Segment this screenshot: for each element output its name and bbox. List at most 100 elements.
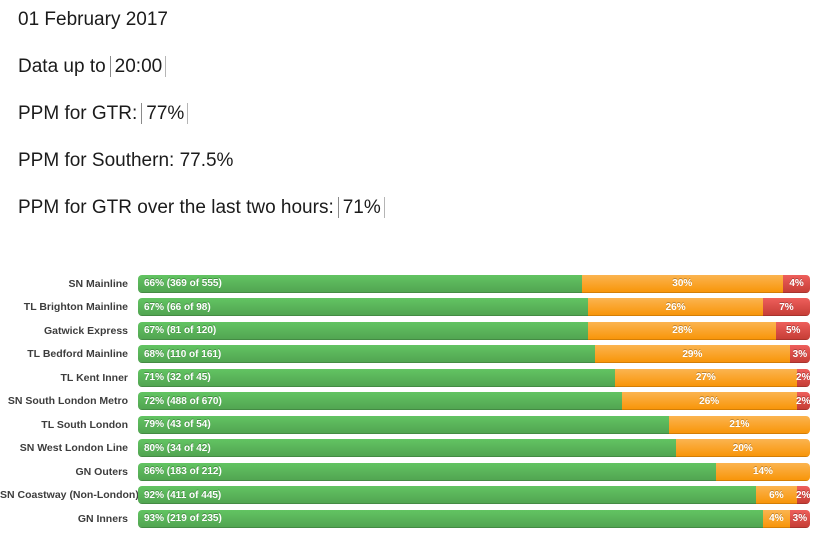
bar-segment-value: 26% [665, 301, 686, 313]
bar-segment-green: 80% (34 of 42) [138, 439, 676, 458]
chart-row: GN Outers 86% (183 of 212) 14% [0, 460, 810, 484]
bar-segment-red: 3% [789, 345, 810, 364]
bar-segment-orange: 26% [588, 298, 763, 317]
bar-segment-value: 66% (369 of 555) [144, 278, 222, 290]
category-label: SN Coastway (Non-London) [0, 489, 139, 502]
bar-segment-value: 14% [752, 466, 773, 478]
bar-segment-value: 6% [769, 489, 784, 501]
bar-segment-value: 86% (183 of 212) [144, 466, 222, 478]
stacked-bar: 66% (369 of 555) 30% 4% [138, 274, 810, 293]
ppm-gtr-field[interactable]: 77% [141, 103, 189, 124]
bar-segment-value: 28% [672, 325, 693, 337]
bar-segment-value: 7% [779, 301, 794, 313]
bar-segment-value: 67% (81 of 120) [144, 325, 217, 337]
bar-segment-orange: 6% [756, 486, 797, 505]
bar-segment-green: 79% (43 of 54) [138, 415, 669, 434]
stacked-bar: 79% (43 of 54) 21% [138, 415, 810, 434]
report-header: 01 February 2017 Data up to 20:00 PPM for… [18, 10, 820, 245]
bar-segment-red: 3% [789, 509, 810, 528]
chart-row: Gatwick Express 67% (81 of 120) 28% 5% [0, 319, 810, 343]
chart-row: SN South London Metro 72% (488 of 670) 26%… [0, 390, 810, 414]
chart-row: SN Coastway (Non-London) 92% (411 of 445)… [0, 484, 810, 508]
bar-segment-orange: 29% [594, 345, 790, 364]
category-label: SN West London Line [19, 442, 128, 455]
bar-segment-value: 4% [789, 278, 804, 290]
chart-row: TL Brighton Mainline 67% (66 of 98) 26% 7% [0, 296, 810, 320]
stacked-bar: 92% (411 of 445) 6% 2% [138, 486, 810, 505]
category-label: GN Inners [77, 512, 128, 525]
bar-segment-red: 5% [776, 321, 810, 340]
bar-segment-value: 80% (34 of 42) [144, 442, 211, 454]
bar-segment-value: 30% [672, 278, 693, 290]
data-up-to-field[interactable]: 20:00 [109, 56, 167, 77]
bar-segment-orange: 26% [621, 392, 797, 411]
stacked-bar: 67% (81 of 120) 28% 5% [138, 321, 810, 340]
bar-segment-red: 2% [796, 368, 810, 387]
stacked-bar: 71% (32 of 45) 27% 2% [138, 368, 810, 387]
category-label: TL South London [41, 418, 128, 431]
bar-segment-red: 4% [783, 274, 810, 293]
bar-segment-red: 2% [796, 486, 810, 505]
bar-segment-green: 66% (369 of 555) [138, 274, 582, 293]
bar-segment-green: 92% (411 of 445) [138, 486, 757, 505]
chart-row: TL South London 79% (43 of 54) 21% [0, 413, 810, 437]
chart-row: SN West London Line 80% (34 of 42) 20% [0, 437, 810, 461]
stacked-bar: 68% (110 of 161) 29% 3% [138, 345, 810, 364]
category-label: SN Mainline [68, 277, 128, 290]
bar-segment-value: 20% [732, 442, 753, 454]
bar-segment-orange: 28% [588, 321, 777, 340]
bar-segment-orange: 20% [675, 439, 810, 458]
stacked-bar: 86% (183 of 212) 14% [138, 462, 810, 481]
category-label: GN Outers [75, 465, 128, 478]
chart-rows: SN Mainline 66% (369 of 555) 30% 4% TL Brigh… [0, 272, 810, 531]
bar-segment-red: 7% [762, 298, 810, 317]
bar-segment-green: 93% (219 of 235) [138, 509, 763, 528]
bar-segment-value: 72% (488 of 670) [144, 395, 222, 407]
bar-segment-orange: 14% [715, 462, 810, 481]
bar-segment-value: 2% [796, 395, 810, 407]
chart-row: TL Kent Inner 71% (32 of 45) 27% 2% [0, 366, 810, 390]
bar-segment-red: 2% [796, 392, 810, 411]
bar-segment-orange: 27% [615, 368, 797, 387]
category-label: SN South London Metro [7, 395, 128, 408]
bar-segment-value: 92% (411 of 445) [144, 489, 222, 501]
bar-segment-value: 21% [729, 419, 750, 431]
bar-segment-value: 3% [792, 348, 808, 360]
category-label: TL Kent Inner [60, 371, 128, 384]
category-label: TL Bedford Mainline [27, 348, 128, 361]
ppm-gtr-two-hours-line: PPM for GTR over the last two hours: 71% [18, 197, 820, 218]
ppm-gtr-line: PPM for GTR: 77% [18, 103, 820, 124]
bar-segment-green: 71% (32 of 45) [138, 368, 616, 387]
bar-segment-orange: 4% [762, 509, 790, 528]
bar-segment-orange: 21% [668, 415, 810, 434]
ppm-gtr-label: PPM for GTR: [18, 103, 138, 124]
stacked-bar: 80% (34 of 42) 20% [138, 439, 810, 458]
bar-segment-green: 67% (81 of 120) [138, 321, 589, 340]
data-up-to-label: Data up to [18, 56, 106, 77]
category-label: TL Brighton Mainline [23, 301, 128, 314]
chart-row: SN Mainline 66% (369 of 555) 30% 4% [0, 272, 810, 296]
bar-segment-value: 29% [682, 348, 703, 360]
bar-segment-green: 72% (488 of 670) [138, 392, 622, 411]
chart-row: TL Bedford Mainline 68% (110 of 161) 29% 3% [0, 343, 810, 367]
bar-segment-green: 86% (183 of 212) [138, 462, 716, 481]
bar-segment-value: 2% [796, 372, 810, 384]
category-label: Gatwick Express [43, 324, 128, 337]
bar-segment-value: 68% (110 of 161) [144, 348, 222, 360]
data-up-to-line: Data up to 20:00 [18, 56, 820, 77]
bar-segment-value: 71% (32 of 45) [144, 372, 211, 384]
ppm-southern-line: PPM for Southern: 77.5% [18, 150, 234, 171]
stacked-bar: 67% (66 of 98) 26% 7% [138, 298, 810, 317]
bar-segment-value: 5% [785, 325, 801, 337]
report-date: 01 February 2017 [18, 9, 168, 30]
bar-segment-value: 3% [792, 513, 808, 525]
stacked-bar: 93% (219 of 235) 4% 3% [138, 509, 810, 528]
bar-segment-value: 4% [769, 513, 784, 525]
bar-segment-orange: 30% [581, 274, 784, 293]
bar-segment-green: 67% (66 of 98) [138, 298, 589, 317]
chart-row: GN Inners 93% (219 of 235) 4% 3% [0, 507, 810, 531]
bar-segment-value: 93% (219 of 235) [144, 513, 222, 525]
stacked-bar: 72% (488 of 670) 26% 2% [138, 392, 810, 411]
ppm-stacked-bar-chart: SN Mainline 66% (369 of 555) 30% 4% TL Brigh… [0, 272, 810, 531]
ppm-gtr-two-hours-field[interactable]: 71% [337, 197, 385, 218]
